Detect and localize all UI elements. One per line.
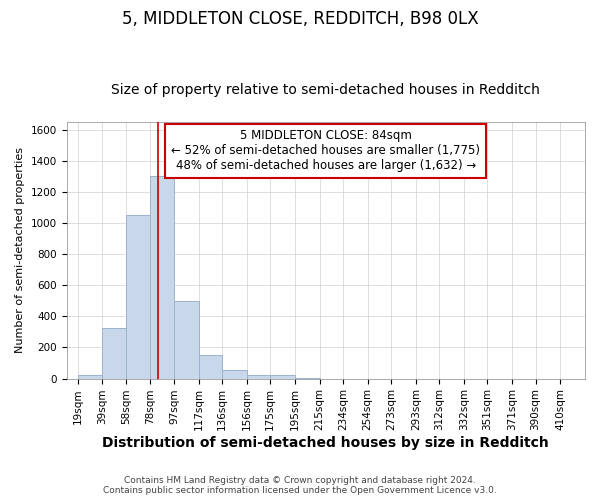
X-axis label: Distribution of semi-detached houses by size in Redditch: Distribution of semi-detached houses by … (103, 436, 549, 450)
Bar (151, 176, 174, 378)
Bar (199, 355, 222, 378)
Bar (222, 370, 247, 378)
Bar (126, 215, 151, 378)
Text: 5 MIDDLETON CLOSE: 84sqm
← 52% of semi-detached houses are smaller (1,775)
48% o: 5 MIDDLETON CLOSE: 84sqm ← 52% of semi-d… (171, 130, 480, 172)
Bar (77, 376, 103, 378)
Bar (103, 328, 126, 378)
Text: Contains HM Land Registry data © Crown copyright and database right 2024.
Contai: Contains HM Land Registry data © Crown c… (103, 476, 497, 495)
Bar (174, 301, 199, 378)
Bar (247, 374, 270, 378)
Bar (270, 376, 295, 378)
Text: 5, MIDDLETON CLOSE, REDDITCH, B98 0LX: 5, MIDDLETON CLOSE, REDDITCH, B98 0LX (122, 10, 478, 28)
Y-axis label: Number of semi-detached properties: Number of semi-detached properties (15, 147, 25, 353)
Title: Size of property relative to semi-detached houses in Redditch: Size of property relative to semi-detach… (112, 83, 540, 97)
